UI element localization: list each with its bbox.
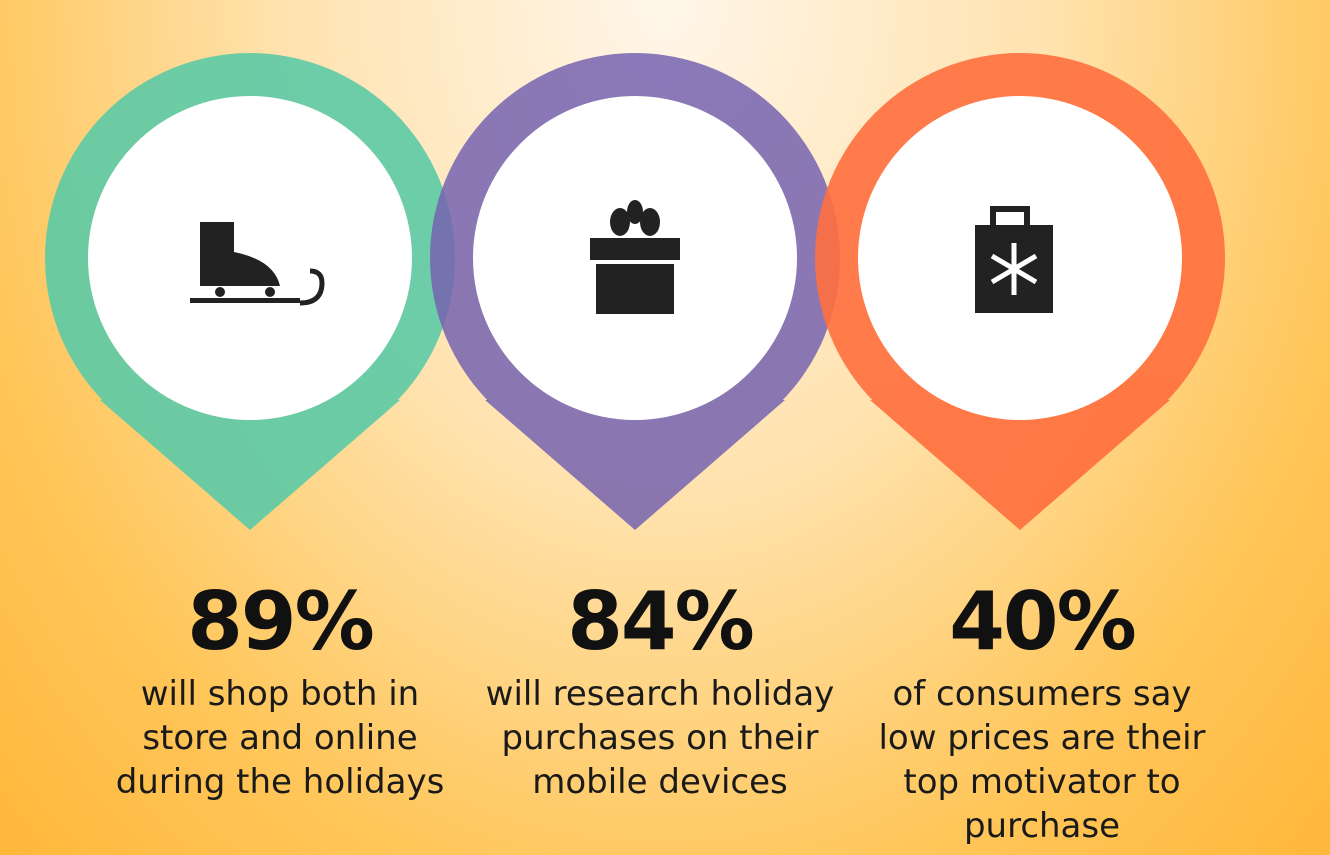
stat-value: 89% [187,575,374,668]
bag-icon [975,206,1053,313]
description-line: purchases on their [501,718,819,758]
description-line: low prices are their [878,718,1206,758]
description-line: will research holiday [485,674,835,714]
stat: 40% of consumers say low prices are their… [852,572,1232,848]
stat: 84% will research holiday purchases on th… [470,572,850,804]
skate-icon [190,222,325,306]
stat-value: 40% [949,575,1136,668]
description-line: top motivator to [903,762,1181,802]
stat-description: will shop both in store and online during … [90,672,470,804]
description-line: mobile devices [532,762,788,802]
stat-description: of consumers say low prices are their top … [852,672,1232,848]
stat-description: will research holiday purchases on their m… [470,672,850,804]
gift-icon [590,200,680,314]
description-line: purchase [963,806,1121,846]
stat: 89% will shop both in store and online dur… [90,572,470,804]
description-line: will shop both in [140,674,420,714]
stat-value: 84% [567,575,754,668]
description-line: store and online [142,718,418,758]
description-line: during the holidays [115,762,445,802]
description-line: of consumers say [892,674,1192,714]
